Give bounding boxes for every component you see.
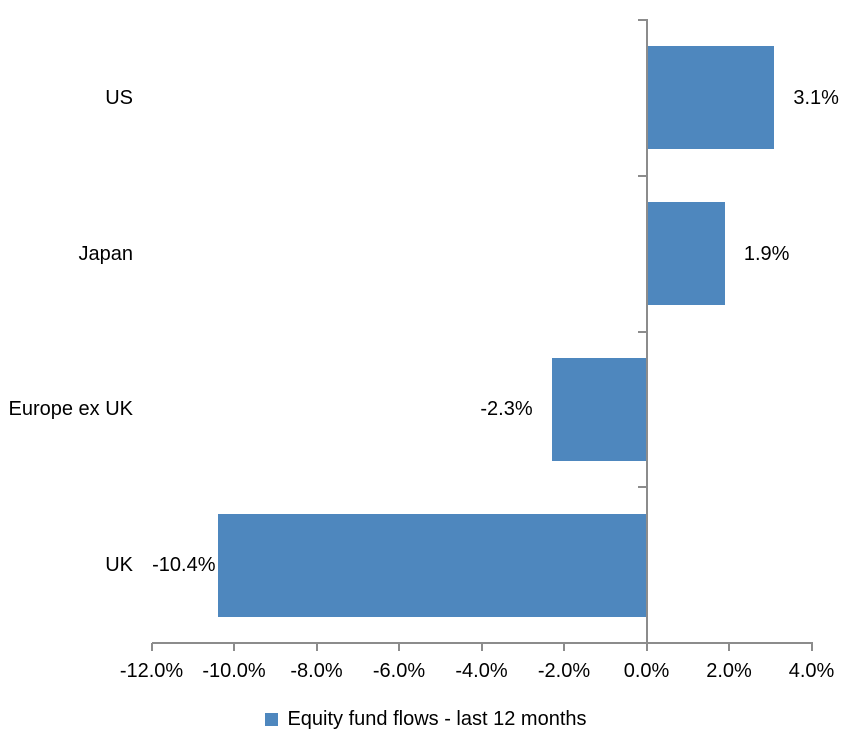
x-axis-tick: [398, 643, 400, 651]
data-label: 1.9%: [743, 242, 790, 265]
category-axis-tick: [637, 174, 646, 177]
data-label: -2.3%: [480, 398, 533, 421]
x-axis-tick: [315, 643, 318, 651]
data-label: 3.1%: [793, 86, 839, 109]
bar: [646, 46, 775, 150]
x-axis-tick-label: 2.0%: [706, 660, 752, 682]
bar: [646, 202, 725, 306]
x-axis-tick: [480, 643, 483, 651]
category-label: Japan: [78, 242, 134, 265]
category-axis-tick: [637, 330, 646, 333]
category-axis-tick: [637, 486, 646, 489]
x-axis-tick-label: 0.0%: [623, 660, 670, 682]
category-label: Europe ex UK: [8, 398, 133, 421]
x-axis-tick-label: -10.0%: [202, 660, 266, 682]
x-axis-tick: [233, 643, 235, 651]
x-axis-tick-label: 4.0%: [788, 660, 835, 682]
x-axis-tick-label: -6.0%: [372, 660, 426, 682]
x-axis-tick-label: -2.0%: [537, 660, 591, 682]
legend-label: Equity fund flows - last 12 months: [287, 707, 587, 730]
x-axis-tick: [563, 643, 565, 651]
legend-marker-icon: [265, 712, 279, 726]
x-axis-tick: [150, 643, 153, 651]
x-axis-tick-label: -4.0%: [455, 660, 508, 682]
x-axis-tick: [645, 643, 648, 651]
category-axis-tick: [637, 19, 646, 21]
x-axis-tick-label: -8.0%: [290, 660, 343, 682]
x-axis-tick-label: -12.0%: [119, 660, 184, 682]
category-label: US: [105, 86, 133, 109]
bar: [551, 357, 647, 461]
data-label: -10.4%: [152, 554, 216, 577]
x-axis-tick: [810, 643, 813, 651]
bar: [217, 513, 647, 617]
x-axis-tick: [728, 643, 730, 651]
zero-axis-line: [645, 19, 648, 651]
category-label: UK: [105, 554, 133, 577]
legend: Equity fund flows - last 12 months: [0, 705, 852, 733]
